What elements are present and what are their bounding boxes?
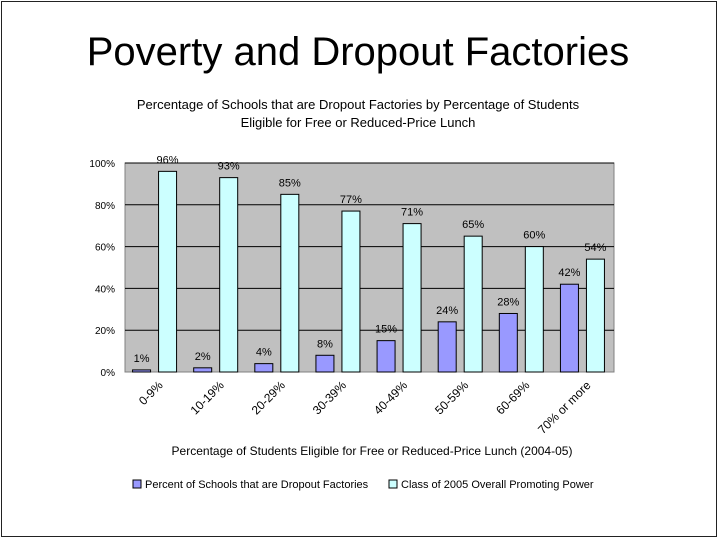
data-label: 77% xyxy=(340,194,362,206)
legend-swatch xyxy=(388,479,398,489)
y-tick-label: 20% xyxy=(95,326,115,337)
data-label: 15% xyxy=(375,324,397,336)
x-tick-label: 0-9% xyxy=(136,378,166,408)
x-tick-label: 30-39% xyxy=(310,378,349,417)
bar-dropout-factories xyxy=(193,367,213,373)
chart-title-line1: Percentage of Schools that are Dropout F… xyxy=(137,97,580,112)
bar-promoting-power xyxy=(280,193,300,373)
data-label: 1% xyxy=(134,353,150,365)
bar-promoting-power xyxy=(219,177,239,373)
x-tick-label: 40-49% xyxy=(371,378,410,417)
bar-promoting-power xyxy=(585,258,605,373)
data-label: 24% xyxy=(436,305,458,317)
y-tick-label: 100% xyxy=(89,159,115,170)
legend: Percent of Schools that are Dropout Fact… xyxy=(132,479,594,491)
data-label: 28% xyxy=(497,296,519,308)
x-axis-label: Percentage of Students Eligible for Free… xyxy=(172,444,573,458)
y-tick-label: 80% xyxy=(95,201,115,212)
bar-dropout-factories xyxy=(498,312,518,373)
slide-title: Poverty and Dropout Factories xyxy=(86,30,630,74)
x-tick-label: 20-29% xyxy=(249,378,288,417)
bar-promoting-power xyxy=(158,170,178,373)
chart-title-line2: Eligible for Free or Reduced-Price Lunch xyxy=(241,115,476,130)
data-label: 71% xyxy=(401,207,423,219)
data-label: 60% xyxy=(523,230,545,242)
data-label: 42% xyxy=(558,267,580,279)
data-label: 85% xyxy=(279,177,301,189)
bar-promoting-power xyxy=(341,210,361,373)
bar-promoting-power xyxy=(463,235,483,373)
y-tick-label: 0% xyxy=(101,368,116,379)
bar-dropout-factories xyxy=(437,321,457,373)
x-tick-label: 50-59% xyxy=(432,378,471,417)
y-tick-label: 40% xyxy=(95,284,115,295)
bar-dropout-factories xyxy=(559,283,579,373)
data-label: 96% xyxy=(157,154,179,166)
x-tick-label: 10-19% xyxy=(188,378,227,417)
legend-swatch xyxy=(132,479,142,489)
bar-promoting-power xyxy=(402,223,422,373)
data-label: 54% xyxy=(584,242,606,254)
bar-dropout-factories xyxy=(315,354,335,373)
bar-promoting-power xyxy=(524,246,544,373)
data-label: 93% xyxy=(218,161,240,173)
legend-label: Class of 2005 Overall Promoting Power xyxy=(401,479,594,491)
y-tick-label: 60% xyxy=(95,243,115,254)
bar-dropout-factories xyxy=(254,363,274,373)
data-label: 65% xyxy=(462,219,484,231)
x-tick-label: 60-69% xyxy=(493,378,532,417)
bar-dropout-factories xyxy=(132,369,152,373)
data-label: 8% xyxy=(317,338,333,350)
x-tick-label: 70% or more xyxy=(535,378,594,437)
bar-dropout-factories xyxy=(376,340,396,373)
data-label: 4% xyxy=(256,347,272,359)
legend-label: Percent of Schools that are Dropout Fact… xyxy=(145,479,369,491)
data-label: 2% xyxy=(195,351,211,363)
